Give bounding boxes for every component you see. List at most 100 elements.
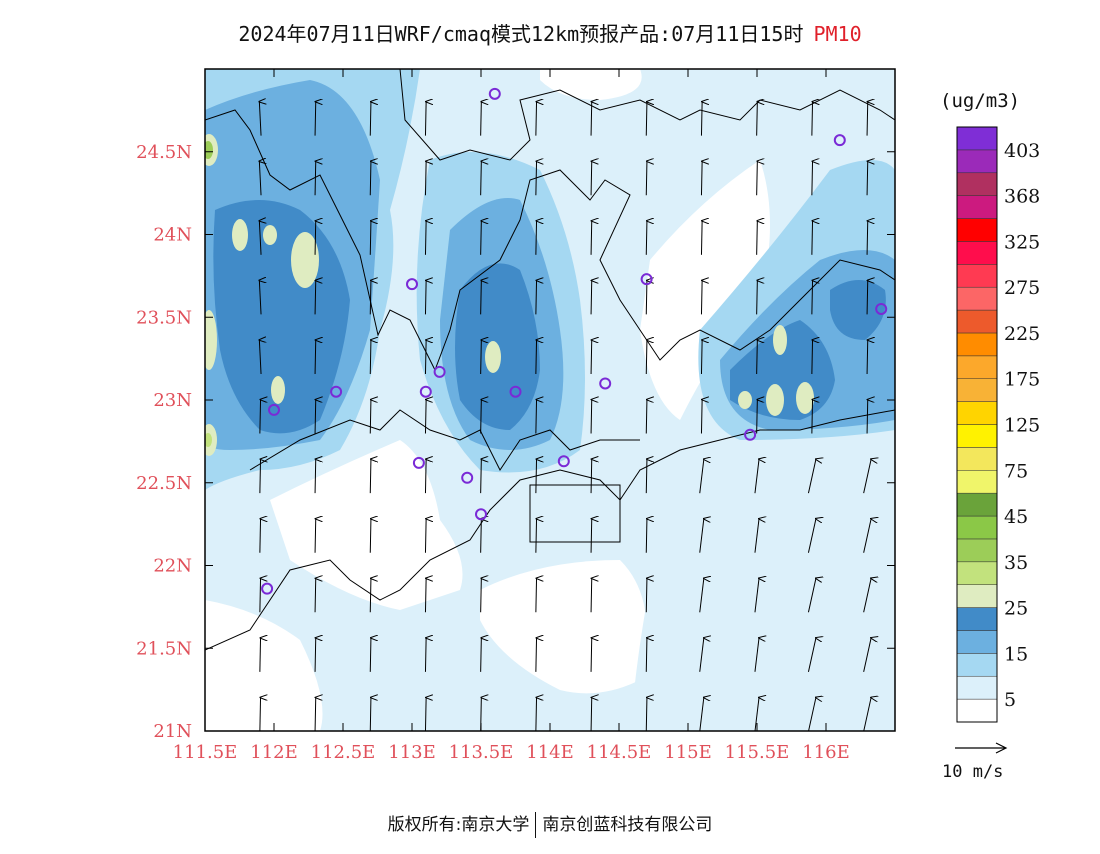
wind-arrow <box>863 638 871 672</box>
title-variable: PM10 <box>813 22 862 46</box>
wind-arrow <box>811 102 813 136</box>
low-zone-2 <box>480 560 647 694</box>
station-marker <box>412 456 425 469</box>
hotspot-3 <box>263 225 277 245</box>
legend-swatch <box>956 378 998 402</box>
level-4-east-2 <box>830 280 886 340</box>
wind-arrow <box>424 221 426 255</box>
legend-swatch <box>956 698 998 723</box>
wind-arrow <box>645 578 647 613</box>
wind-arrow <box>808 697 815 731</box>
legend-swatch <box>956 218 998 242</box>
concentration-field <box>205 69 895 731</box>
legend-swatch <box>956 172 998 196</box>
wind-arrow <box>259 459 261 494</box>
wind-arrow <box>259 102 261 136</box>
wind-arrow <box>424 340 426 374</box>
wind-arrow <box>645 459 647 494</box>
legend-label: 225 <box>1004 323 1040 345</box>
province-boundary <box>205 109 895 372</box>
legend-label: 175 <box>1004 369 1040 391</box>
legend-swatch <box>956 492 998 517</box>
legend-swatch <box>956 286 998 311</box>
station-markers <box>261 87 888 595</box>
legend-label: 15 <box>1004 643 1028 665</box>
wind-arrow <box>369 519 371 553</box>
station-marker <box>406 278 418 291</box>
wind-arrow <box>314 102 316 136</box>
y-tick-label: 22N <box>153 556 192 577</box>
wind-arrow <box>535 102 537 136</box>
wind-arrow <box>535 161 537 196</box>
wind-arrow <box>700 221 702 255</box>
legend-swatch <box>956 355 998 379</box>
wind-arrow <box>424 638 426 672</box>
sea-level-1 <box>630 430 895 731</box>
wind-arrow <box>754 697 759 731</box>
wind-reference-label: 10 m/s <box>942 762 1004 782</box>
station-marker <box>640 273 653 286</box>
wind-arrow <box>314 578 316 613</box>
wind-arrow <box>535 459 537 494</box>
wind-arrow <box>807 519 815 553</box>
wind-arrow <box>535 400 537 434</box>
wind-arrow <box>590 459 592 494</box>
title-text: 2024年07月11日WRF/cmaq模式12km预报产品:07月11日15时 <box>238 22 804 46</box>
hotspot-7 <box>766 384 784 416</box>
wind-arrow <box>807 578 815 613</box>
hotspot-9 <box>738 391 752 409</box>
wind-arrow <box>754 519 759 553</box>
wind-arrow <box>535 578 537 613</box>
hotspot-6 <box>773 325 787 355</box>
wind-arrow <box>754 578 759 613</box>
wind-arrow <box>314 161 316 196</box>
wind-arrow <box>700 340 702 374</box>
wind-arrow <box>424 519 426 553</box>
station-marker <box>475 508 487 521</box>
wind-arrow <box>314 519 316 553</box>
wind-arrow <box>756 221 758 255</box>
wind-arrow <box>480 221 482 255</box>
legend-swatch <box>956 561 998 585</box>
wind-arrow <box>811 280 813 315</box>
legend-swatch <box>956 515 998 540</box>
legend-swatch <box>956 401 998 425</box>
wind-arrow <box>590 340 592 374</box>
wind-arrow <box>369 221 371 255</box>
wind-arrow <box>424 102 426 136</box>
x-tick-label: 116E <box>802 742 850 763</box>
x-tick-label: 115E <box>664 742 712 763</box>
station-marker <box>875 302 888 315</box>
wind-arrow <box>756 340 758 374</box>
wind-arrow <box>866 102 868 136</box>
wind-arrow <box>756 102 758 136</box>
wind-arrow <box>590 102 592 136</box>
wind-arrow <box>480 102 482 136</box>
low-zone-1 <box>270 440 463 610</box>
wind-arrow <box>866 161 868 196</box>
station-marker <box>461 471 474 484</box>
wind-arrow <box>699 578 704 613</box>
wind-arrow <box>645 519 647 553</box>
wind-arrow <box>314 638 316 672</box>
wind-arrow <box>807 638 815 672</box>
legend-swatch <box>956 424 998 448</box>
wind-arrow <box>700 161 702 196</box>
wind-arrow <box>369 161 371 196</box>
wind-arrow <box>369 697 371 731</box>
x-tick-label: 115.5E <box>725 742 790 763</box>
x-axis-ticks: 111.5E 112E 112.5E 113E 113.5E 114E 114.5E 115E… <box>173 69 850 763</box>
wind-arrow <box>590 697 592 731</box>
wind-arrow <box>535 221 537 255</box>
y-tick-label: 23.5N <box>136 307 192 328</box>
hotspot-4 <box>271 376 285 404</box>
legend-label: 25 <box>1004 598 1028 620</box>
legend-swatch <box>956 675 998 700</box>
wind-arrow <box>424 578 426 613</box>
coastline <box>205 409 895 651</box>
color-legend: 5 15 25 35 45 75 125 175 225 275 325 368 403 <box>956 126 1040 723</box>
wind-arrow <box>699 638 704 672</box>
wind-arrow <box>369 638 371 672</box>
wind-arrow <box>645 102 647 136</box>
wind-arrow <box>756 161 758 196</box>
